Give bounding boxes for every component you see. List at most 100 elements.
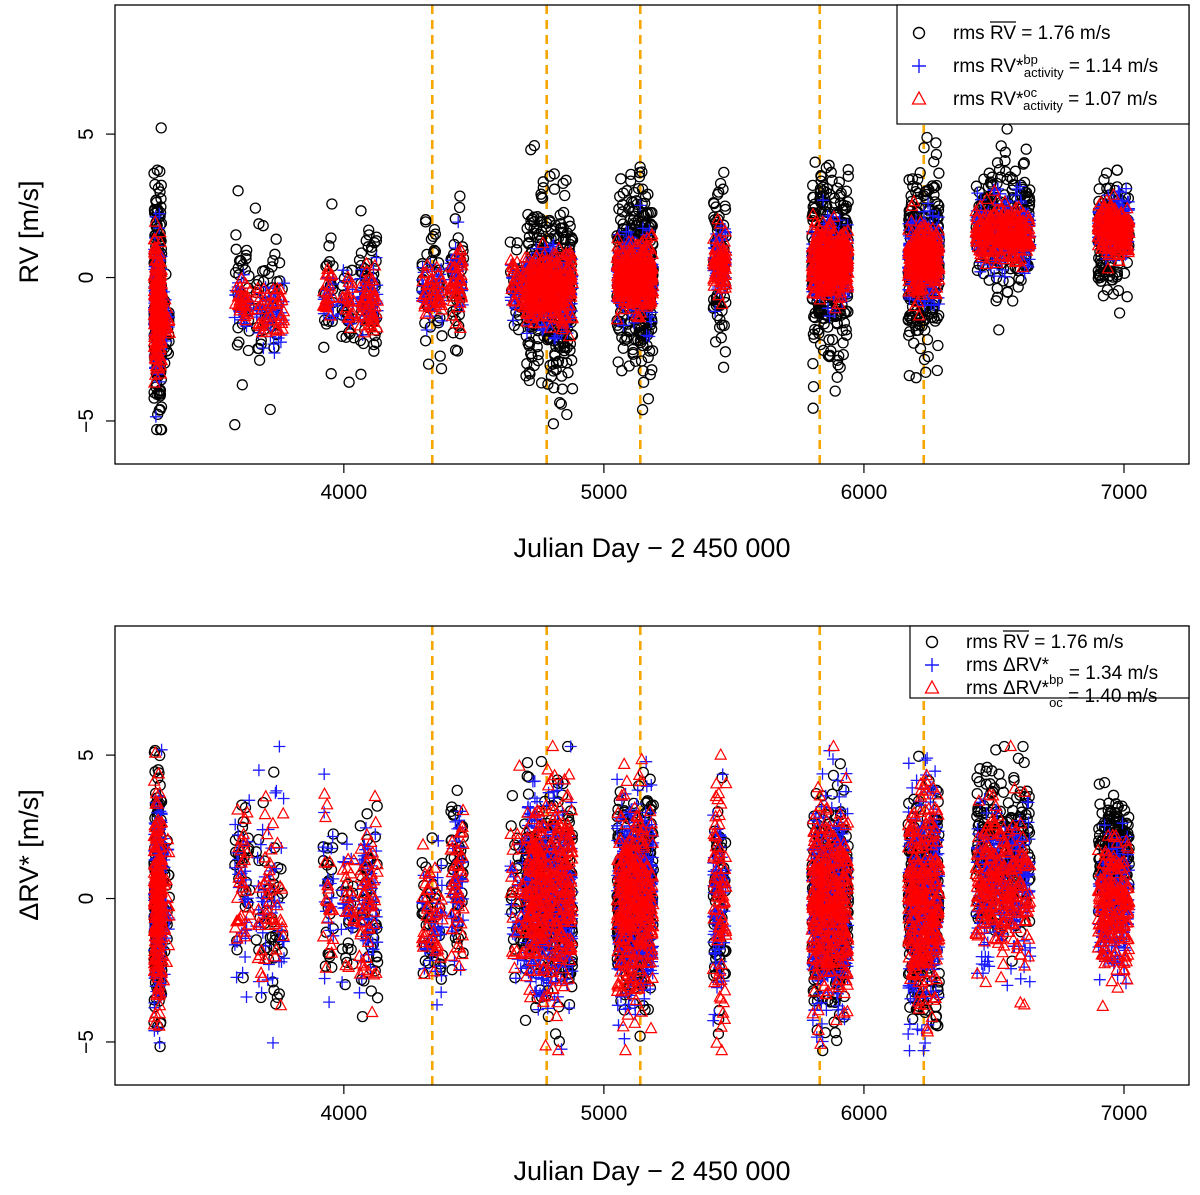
data-point-circle bbox=[933, 167, 945, 179]
data-point-circle bbox=[617, 342, 629, 354]
data-point-circle bbox=[837, 348, 849, 361]
data-point-circle bbox=[814, 338, 827, 351]
data-point-circle bbox=[557, 177, 569, 190]
data-point-circle bbox=[903, 369, 915, 382]
data-point-circle bbox=[842, 170, 854, 182]
data-point-circle bbox=[370, 336, 382, 349]
data-point-circle bbox=[548, 183, 561, 195]
data-point-circle bbox=[550, 232, 563, 245]
data-point-circle bbox=[815, 171, 827, 183]
data-point-circle bbox=[614, 190, 626, 203]
data-point-circle bbox=[532, 333, 544, 345]
data-point-circle bbox=[837, 199, 850, 211]
data-point-circle bbox=[271, 276, 283, 288]
data-point-circle bbox=[555, 218, 567, 230]
data-point-circle bbox=[834, 197, 847, 209]
data-point-circle bbox=[625, 325, 637, 337]
data-point-circle bbox=[555, 398, 567, 410]
data-point-circle bbox=[997, 275, 1009, 287]
data-point-circle bbox=[823, 350, 836, 363]
data-point-circle bbox=[318, 341, 330, 353]
data-point-circle bbox=[826, 334, 839, 346]
data-point-circle bbox=[511, 237, 524, 249]
data-point-circle bbox=[714, 177, 727, 190]
data-point-circle bbox=[532, 348, 544, 361]
data-point-circle bbox=[807, 357, 819, 370]
data-point-circle bbox=[548, 230, 561, 242]
data-point-circle bbox=[999, 166, 1012, 178]
data-point-circle bbox=[918, 142, 930, 154]
data-point-circle bbox=[719, 200, 731, 212]
data-point-circle bbox=[151, 388, 163, 401]
data-point-circle bbox=[524, 368, 536, 380]
data-point-circle bbox=[833, 350, 845, 362]
data-point-circle bbox=[632, 182, 645, 195]
data-point-circle bbox=[563, 215, 575, 227]
data-point-circle bbox=[912, 324, 924, 336]
data-point-circle bbox=[617, 187, 629, 199]
data-point-circle bbox=[155, 122, 167, 134]
data-point-circle bbox=[528, 139, 541, 152]
data-point-circle bbox=[920, 366, 932, 378]
data-point-circle bbox=[154, 165, 166, 178]
data-point-circle bbox=[554, 396, 566, 409]
data-point-circle bbox=[559, 189, 571, 202]
data-point-circle bbox=[990, 272, 1003, 284]
data-point-circle bbox=[931, 364, 943, 377]
data-point-circle bbox=[512, 324, 525, 336]
data-point-circle bbox=[537, 176, 549, 188]
top-panel: 4000 5000 6000 7000−505 Julian Day − 2 450 … bbox=[14, 4, 1190, 563]
data-point-circle bbox=[636, 404, 649, 416]
data-point-circle bbox=[831, 371, 843, 383]
data-point-circle bbox=[323, 240, 335, 252]
data-point-circle bbox=[920, 188, 932, 201]
data-point-circle bbox=[1017, 158, 1030, 170]
data-point-circle bbox=[637, 339, 649, 352]
data-point-circle bbox=[273, 257, 286, 269]
data-point-circle bbox=[830, 207, 843, 219]
data-point-circle bbox=[240, 253, 252, 265]
data-point-circle bbox=[642, 393, 655, 405]
data-point-circle bbox=[918, 353, 931, 366]
data-point-circle bbox=[434, 350, 446, 362]
data-point-circle bbox=[550, 340, 562, 353]
data-point-circle bbox=[1020, 143, 1032, 155]
data-point-circle bbox=[817, 344, 830, 357]
data-point-circle bbox=[325, 232, 337, 244]
data-point-circle bbox=[362, 241, 374, 253]
data-point-circle bbox=[809, 323, 821, 336]
data-point-circle bbox=[435, 362, 448, 375]
data-point-circle bbox=[715, 332, 727, 344]
data-point-circle bbox=[454, 328, 466, 340]
data-point-circle bbox=[428, 246, 440, 259]
data-point-plus bbox=[452, 216, 465, 229]
data-point-circle bbox=[807, 380, 820, 393]
data-point-circle bbox=[360, 235, 372, 247]
data-point-circle bbox=[270, 233, 282, 245]
data-point-circle bbox=[643, 345, 656, 357]
data-point-circle bbox=[840, 305, 852, 317]
data-point-circle bbox=[368, 237, 381, 249]
data-point-circle bbox=[155, 193, 167, 205]
data-point-circle bbox=[548, 168, 560, 180]
data-point-circle bbox=[336, 304, 348, 316]
data-point-circle bbox=[637, 365, 649, 377]
data-point-circle bbox=[646, 364, 658, 376]
data-point-circle bbox=[566, 383, 579, 395]
data-point-circle bbox=[820, 186, 833, 199]
data-point-circle bbox=[710, 201, 722, 213]
data-point-circle bbox=[1015, 179, 1027, 191]
data-point-circle bbox=[229, 266, 242, 279]
data-point-circle bbox=[930, 137, 942, 149]
data-point-circle bbox=[717, 361, 730, 373]
data-point-circle bbox=[815, 197, 827, 209]
data-point-circle bbox=[233, 336, 245, 348]
data-point-circle bbox=[636, 183, 649, 195]
data-point-circle bbox=[562, 367, 574, 379]
data-point-circle bbox=[993, 324, 1005, 336]
data-point-circle bbox=[832, 359, 844, 371]
data-point-circle bbox=[709, 336, 722, 348]
data-point-circle bbox=[915, 312, 928, 324]
data-point-circle bbox=[420, 216, 432, 228]
